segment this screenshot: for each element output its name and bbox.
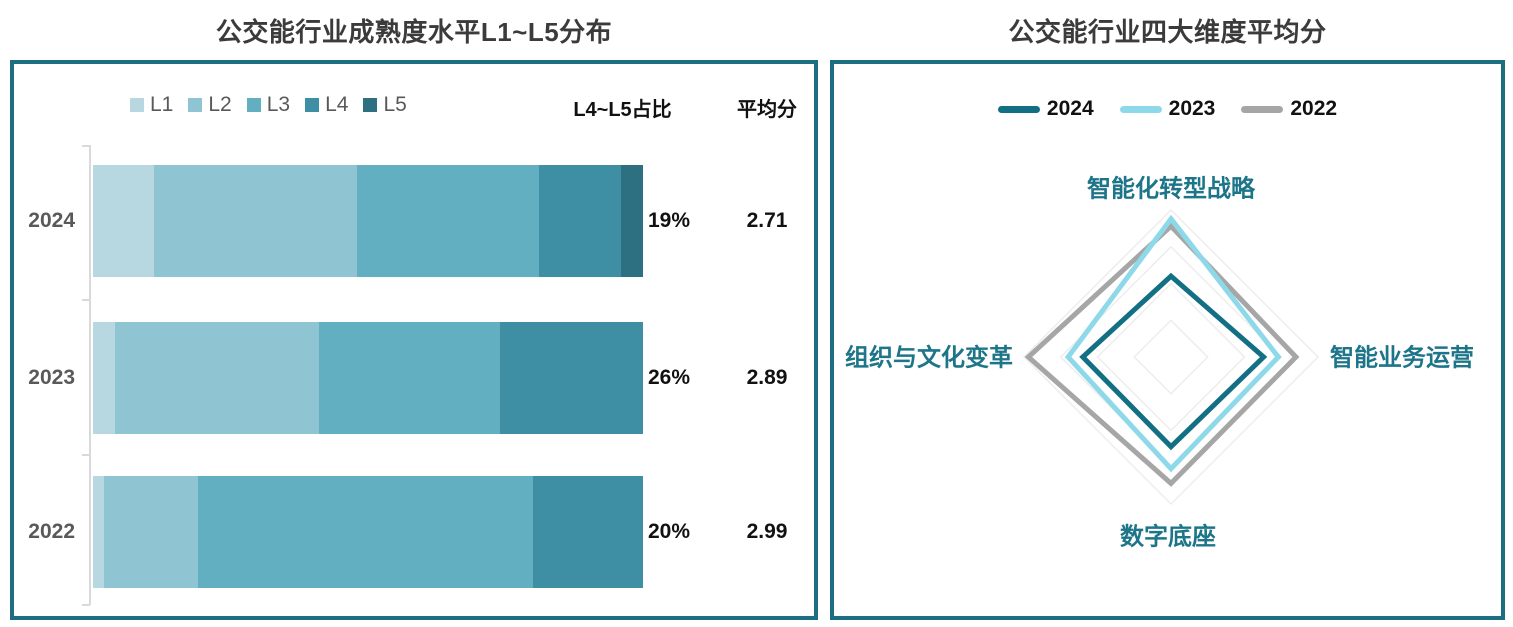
- average-score-2022: 2.99: [746, 520, 788, 543]
- radar-plot: [1022, 208, 1320, 506]
- axis-tick: [82, 604, 90, 606]
- legend-item-2024: 2024: [997, 97, 1094, 121]
- bar-segment-l3-2024: [357, 165, 539, 277]
- legend-label-2023: 2023: [1168, 97, 1216, 120]
- maturity-distribution-panel: L1 L2 L3 L4 L5 L4~L5占比 平均分: [10, 60, 818, 620]
- average-score-2024: 2.71: [746, 209, 788, 232]
- radar-axis-label-digital-base: 数字底座: [1120, 523, 1216, 551]
- l4l5-ratio-2024: 19%: [648, 209, 691, 232]
- bar-segment-l2-2022: [104, 476, 198, 588]
- year-label-2022: 2022: [28, 520, 75, 543]
- axis-tick: [82, 145, 90, 147]
- legend-item-l3: L3: [246, 93, 291, 117]
- l4-color-swatch-icon: [305, 98, 320, 112]
- legend-item-l2: L2: [188, 93, 232, 117]
- l5-color-swatch-icon: [363, 98, 378, 112]
- dimension-average-panel: 2024 2023 2022 智能化转型战略 智能业务运营 数字底座 组织与文化…: [830, 60, 1505, 620]
- legend-label-2024: 2024: [1046, 97, 1094, 120]
- legend-label-l3: L3: [266, 93, 291, 116]
- bar-segment-l4-2022: [533, 476, 643, 588]
- bar-segment-l2-2023: [115, 322, 319, 434]
- bar-segment-l4-2023: [500, 322, 643, 434]
- legend-item-2022: 2022: [1241, 97, 1337, 121]
- legend-label-l5: L5: [383, 93, 407, 116]
- stacked-bar-2022: [93, 476, 643, 588]
- legend-item-l1: L1: [130, 93, 173, 117]
- right-chart-title: 公交能行业四大维度平均分: [1008, 17, 1327, 47]
- radar-grid-ring: [1059, 245, 1283, 469]
- bar-segment-l1-2024: [93, 165, 154, 277]
- radar-axis-label-operations: 智能业务运营: [1330, 344, 1474, 372]
- category-axis-line: [89, 145, 91, 605]
- bar-segment-l3-2023: [318, 322, 500, 434]
- radar-grid-ring: [1133, 319, 1209, 395]
- column-header-l4l5-ratio: L4~L5占比: [573, 99, 672, 121]
- legend-item-l5: L5: [363, 93, 407, 117]
- l3-color-swatch-icon: [246, 98, 261, 112]
- legend-item-l4: L4: [305, 93, 348, 117]
- year-label-2024: 2024: [28, 209, 75, 232]
- bar-segment-l5-2024: [621, 165, 643, 277]
- bar-segment-l1-2022: [93, 476, 104, 588]
- radar-series-2022: [1024, 222, 1300, 487]
- l4l5-ratio-2022: 20%: [648, 520, 691, 543]
- radar-axis-label-strategy: 智能化转型战略: [1087, 175, 1255, 203]
- radar-axis-label-org-culture: 组织与文化变革: [845, 344, 1013, 372]
- bar-segment-l1-2023: [93, 322, 115, 434]
- legend-label-2022: 2022: [1290, 97, 1338, 120]
- axis-tick: [82, 454, 90, 456]
- left-chart-title: 公交能行业成熟度水平L1~L5分布: [215, 17, 613, 47]
- legend-label-l2: L2: [208, 93, 232, 116]
- legend-label-l1: L1: [150, 93, 174, 116]
- 2022-line-marker-icon: [1241, 105, 1284, 113]
- legend-item-2023: 2023: [1119, 97, 1216, 121]
- radar-series-2024: [1079, 272, 1268, 451]
- 2024-line-marker-icon: [997, 105, 1040, 113]
- 2023-line-marker-icon: [1119, 105, 1162, 113]
- stacked-bar-2023: [93, 322, 643, 434]
- radar-chart-legend: 2024 2023 2022: [834, 97, 1501, 121]
- year-label-2023: 2023: [28, 366, 75, 389]
- l4l5-ratio-2023: 26%: [648, 366, 691, 389]
- legend-label-l4: L4: [325, 93, 349, 116]
- stacked-bar-2024: [93, 165, 643, 277]
- bar-chart-legend: L1 L2 L3 L4 L5: [130, 93, 407, 117]
- column-header-average: 平均分: [737, 99, 797, 121]
- bar-segment-l2-2024: [153, 165, 357, 277]
- axis-tick: [82, 299, 90, 301]
- bar-segment-l4-2024: [538, 165, 621, 277]
- radar-grid-ring: [1022, 208, 1320, 506]
- l2-color-swatch-icon: [188, 98, 203, 112]
- l1-color-swatch-icon: [130, 98, 144, 112]
- bar-segment-l3-2022: [197, 476, 533, 588]
- average-score-2023: 2.89: [746, 366, 788, 389]
- radar-grid-ring: [1096, 282, 1246, 432]
- radar-series-2023: [1064, 214, 1282, 473]
